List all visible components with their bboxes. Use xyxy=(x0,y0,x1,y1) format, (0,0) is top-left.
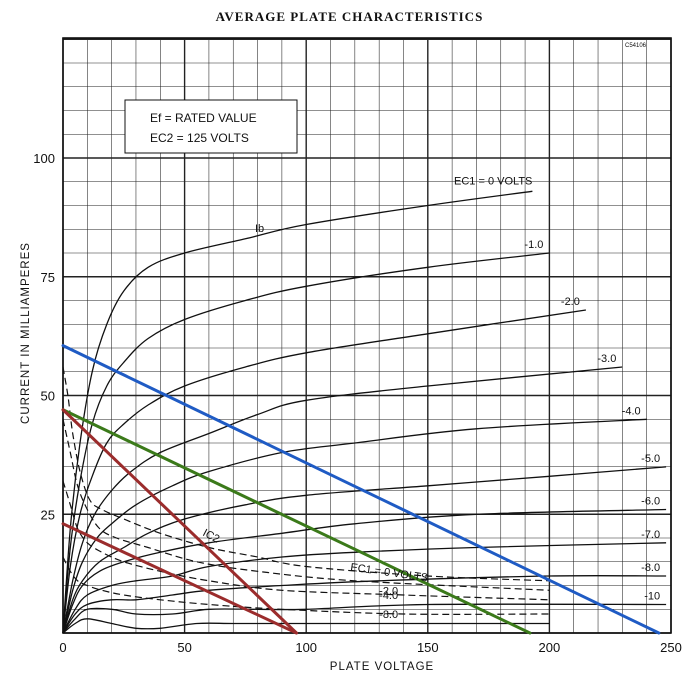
x-axis-label: PLATE VOLTAGE xyxy=(330,661,434,673)
plate-current-curves xyxy=(62,190,667,634)
plate-curve-label: -8.0 xyxy=(641,562,660,574)
chart-title: AVERAGE PLATE CHARACTERISTICS xyxy=(215,9,484,24)
plate-curve-label: -4.0 xyxy=(622,405,641,417)
screen-curve xyxy=(62,366,550,582)
plate-curve xyxy=(62,366,623,634)
y-tick-label: 25 xyxy=(41,507,55,522)
x-tick-label: 200 xyxy=(539,640,561,655)
plate-curve xyxy=(62,309,586,634)
plate-curve-label: -3.0 xyxy=(597,353,616,365)
load-line xyxy=(61,344,661,635)
plate-curve xyxy=(62,574,667,634)
y-tick-label: 50 xyxy=(41,389,55,404)
screen-curve xyxy=(62,556,550,615)
plot-frame xyxy=(62,37,672,634)
ib-label: Ib xyxy=(255,223,264,235)
catalog-code: C54106 xyxy=(625,43,647,49)
y-axis-label: CURRENT IN MILLIAMPERES xyxy=(20,242,32,424)
plate-curve-label: -2.0 xyxy=(561,296,580,308)
load-line xyxy=(61,408,532,635)
load-line xyxy=(61,522,298,635)
x-tick-label: 0 xyxy=(59,640,66,655)
plate-curve-label: -6.0 xyxy=(641,496,660,508)
screen-curve-label: -2.0 xyxy=(379,585,398,597)
load-line xyxy=(61,408,298,635)
conditions-box: Ef = RATED VALUE EC2 = 125 VOLTS xyxy=(124,99,298,154)
plate-curve xyxy=(62,190,533,634)
x-tick-label: 50 xyxy=(177,640,191,655)
screen-curve xyxy=(62,480,550,601)
plate-curve-label: -1.0 xyxy=(524,239,543,251)
screen-curve xyxy=(62,419,550,591)
screen-curve-label: -4.0 xyxy=(379,590,398,602)
y-tick-label: 75 xyxy=(41,270,55,285)
x-tick-label: 250 xyxy=(660,640,682,655)
plate-curve xyxy=(62,542,667,634)
screen-curve-label: -8.0 xyxy=(379,609,398,621)
plate-curve xyxy=(62,466,667,634)
conditions-line-1: Ef = RATED VALUE xyxy=(150,111,257,125)
y-tick-label: 100 xyxy=(33,151,55,166)
screen-current-curves xyxy=(62,366,550,615)
plate-curve xyxy=(62,618,550,634)
x-tick-label: 100 xyxy=(295,640,317,655)
conditions-line-2: EC2 = 125 VOLTS xyxy=(150,131,249,145)
plate-curve-label: -10 xyxy=(644,591,660,603)
plate-curve-label: EC1 = 0 VOLTS xyxy=(454,175,532,187)
x-tick-label: 150 xyxy=(417,640,439,655)
plate-curve xyxy=(62,418,647,634)
plate-curve-label: -7.0 xyxy=(641,529,660,541)
plate-curve-label: -5.0 xyxy=(641,453,660,465)
curve-labels: EC1 = 0 VOLTS -1.0 -2.0 -3.0 -4.0 -5.0 -6.0 -7.… xyxy=(350,175,661,621)
axis-ticks: 0 50 100 150 200 250 25 50 75 100 xyxy=(33,151,682,655)
plate-curve xyxy=(62,508,667,634)
plate-curve xyxy=(62,603,667,634)
load-lines xyxy=(61,344,661,635)
plate-curve xyxy=(62,252,550,634)
